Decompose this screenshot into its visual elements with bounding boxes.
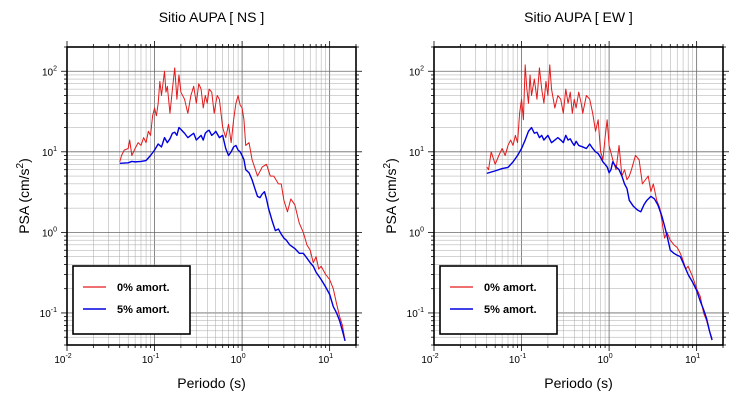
chart-title: Sitio AUPA [ NS ] [159,9,265,25]
series-line-red [119,67,346,341]
series-line-blue [486,126,713,341]
legend-box [72,265,191,335]
plot-frame [433,46,724,346]
x-tick-label: 101 [685,353,700,366]
y-tick-label: 10-1 [407,307,424,320]
legend: 0% amort. 5% amort. [72,265,191,335]
y-tick-label: 102 [409,65,424,78]
x-tick-label: 101 [318,353,333,366]
legend-box [439,265,558,335]
legend-label: 5% amort. [484,304,537,316]
chart-panel: 10-2 10-1 100 101 10-1 100 101 102 Sitio AUPA [ … [15,9,362,391]
x-tick-label: 10-1 [509,353,526,366]
y-axis-label: PSA (cm/s2) [382,158,399,234]
y-tick-label: 10-1 [40,307,57,320]
legend-label: 0% amort. [484,282,537,294]
x-tick-label: 10-2 [54,353,71,366]
x-axis-label: Periodo (s) [544,375,612,391]
plot-frame [66,46,357,346]
chart-title: Sitio AUPA [ EW ] [524,9,633,25]
chart-panel: 10-2 10-1 100 101 10-1 100 101 102 Sitio AUPA [ … [382,9,729,391]
legend: 0% amort. 5% amort. [439,265,558,335]
x-tick-label: 10-2 [421,353,438,366]
legend-label: 0% amort. [117,282,170,294]
x-tick-label: 100 [231,353,246,366]
y-tick-label: 100 [42,226,57,239]
y-axis-label: PSA (cm/s2) [15,158,32,234]
x-tick-label: 100 [598,353,613,366]
x-axis-label: Periodo (s) [177,375,245,391]
series-line-blue [119,126,346,342]
y-tick-label: 100 [409,226,424,239]
y-tick-label: 101 [42,146,57,159]
y-tick-label: 101 [409,146,424,159]
x-tick-label: 10-1 [142,353,159,366]
y-tick-label: 102 [42,65,57,78]
legend-label: 5% amort. [117,304,170,316]
